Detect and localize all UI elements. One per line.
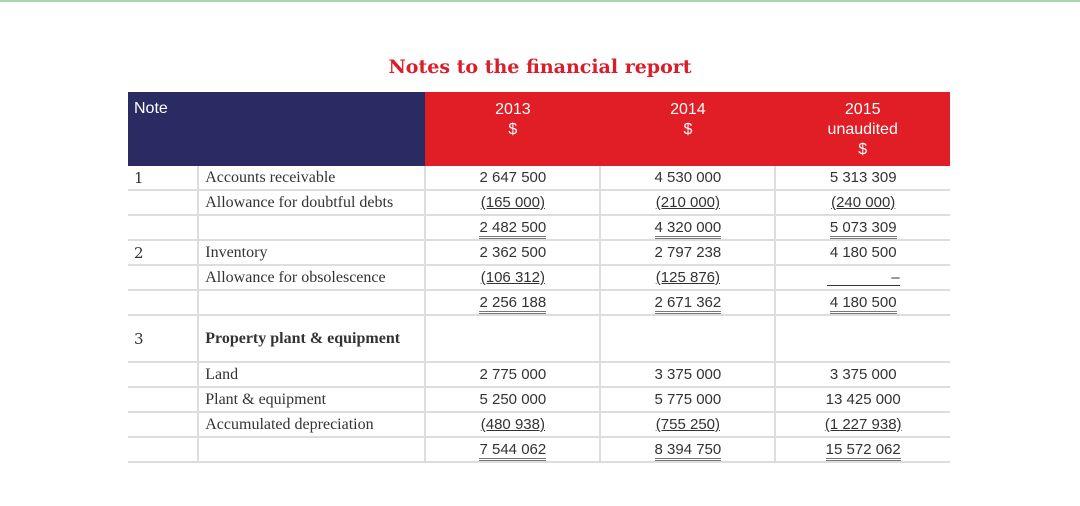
value-cell xyxy=(600,315,777,363)
value-cell: 5 313 309 xyxy=(775,166,950,191)
table-row: Allowance for obsolescence (106 312) (125 … xyxy=(128,265,950,291)
table-row: Plant & equipment 5 250 000 5 775 000 13 42… xyxy=(128,387,950,413)
header-note: Note xyxy=(128,92,426,166)
table-row: 2 482 500 4 320 000 5 073 309 xyxy=(128,215,950,241)
value-cell: 2 362 500 xyxy=(425,240,602,266)
note-number xyxy=(128,215,200,241)
value-cell: 4 180 500 xyxy=(775,240,950,266)
value-cell: 7 544 062 xyxy=(425,437,602,463)
value-cell: 2 647 500 xyxy=(425,166,602,191)
value-cell xyxy=(425,315,602,363)
note-number: 1 xyxy=(128,166,200,191)
table-row: Accumulated depreciation (480 938) (755 25… xyxy=(128,412,950,438)
line-item: Accumulated depreciation xyxy=(198,412,427,438)
line-item: Property plant & equipment xyxy=(198,315,427,363)
line-item: Allowance for obsolescence xyxy=(198,265,427,291)
note-number xyxy=(128,412,200,438)
header-2015: 2015 unaudited $ xyxy=(775,92,950,166)
line-item xyxy=(198,215,427,241)
value-cell: 13 425 000 xyxy=(775,387,950,413)
line-item xyxy=(198,437,427,463)
value-cell: 3 375 000 xyxy=(775,362,950,388)
value-cell: 8 394 750 xyxy=(600,437,777,463)
line-item: Inventory xyxy=(198,240,427,266)
value-cell xyxy=(775,315,950,363)
top-border xyxy=(0,0,1080,2)
line-item: Land xyxy=(198,362,427,388)
value-cell: – xyxy=(775,265,950,291)
value-cell: 3 375 000 xyxy=(600,362,777,388)
line-item: Allowance for doubtful debts xyxy=(198,190,427,216)
line-item: Accounts receivable xyxy=(198,166,427,191)
table-row: Allowance for doubtful debts (165 000) (21… xyxy=(128,190,950,216)
value-cell: 5 250 000 xyxy=(425,387,602,413)
note-number xyxy=(128,362,200,388)
note-number xyxy=(128,265,200,291)
value-cell: 4 180 500 xyxy=(775,290,950,316)
table-row: 3 Property plant & equipment xyxy=(128,315,950,363)
value-cell: 4 530 000 xyxy=(600,166,777,191)
value-cell: (106 312) xyxy=(425,265,602,291)
note-number xyxy=(128,190,200,216)
value-cell: (125 876) xyxy=(600,265,777,291)
value-cell: 2 256 188 xyxy=(425,290,602,316)
value-cell: 5 073 309 xyxy=(775,215,950,241)
header-2014: 2014 $ xyxy=(600,92,776,166)
table-row: Land 2 775 000 3 375 000 3 375 000 xyxy=(128,362,950,388)
note-number xyxy=(128,290,200,316)
table-row: 1 Accounts receivable 2 647 500 4 530 000 5 … xyxy=(128,166,950,191)
value-cell: (165 000) xyxy=(425,190,602,216)
value-cell: 5 775 000 xyxy=(600,387,777,413)
note-number xyxy=(128,437,200,463)
page-title: Notes to the financial report xyxy=(388,56,692,78)
note-number: 3 xyxy=(128,315,200,363)
financial-notes-table: Note 2013 $ 2014 $ 2015 unaudited $ 1 Account… xyxy=(128,92,950,463)
table-row: 2 Inventory 2 362 500 2 797 238 4 180 500 xyxy=(128,240,950,266)
line-item xyxy=(198,290,427,316)
table-row: 7 544 062 8 394 750 15 572 062 xyxy=(128,437,950,463)
note-number: 2 xyxy=(128,240,200,266)
header-2013: 2013 $ xyxy=(425,92,601,166)
value-cell: 2 775 000 xyxy=(425,362,602,388)
note-number xyxy=(128,387,200,413)
value-cell: (755 250) xyxy=(600,412,777,438)
value-cell: 2 482 500 xyxy=(425,215,602,241)
value-cell: 4 320 000 xyxy=(600,215,777,241)
value-cell: (240 000) xyxy=(775,190,950,216)
line-item: Plant & equipment xyxy=(198,387,427,413)
value-cell: (210 000) xyxy=(600,190,777,216)
value-cell: (480 938) xyxy=(425,412,602,438)
value-cell: 2 671 362 xyxy=(600,290,777,316)
value-cell: 2 797 238 xyxy=(600,240,777,266)
value-cell: (1 227 938) xyxy=(775,412,950,438)
value-cell: 15 572 062 xyxy=(775,437,950,463)
table-row: 2 256 188 2 671 362 4 180 500 xyxy=(128,290,950,316)
